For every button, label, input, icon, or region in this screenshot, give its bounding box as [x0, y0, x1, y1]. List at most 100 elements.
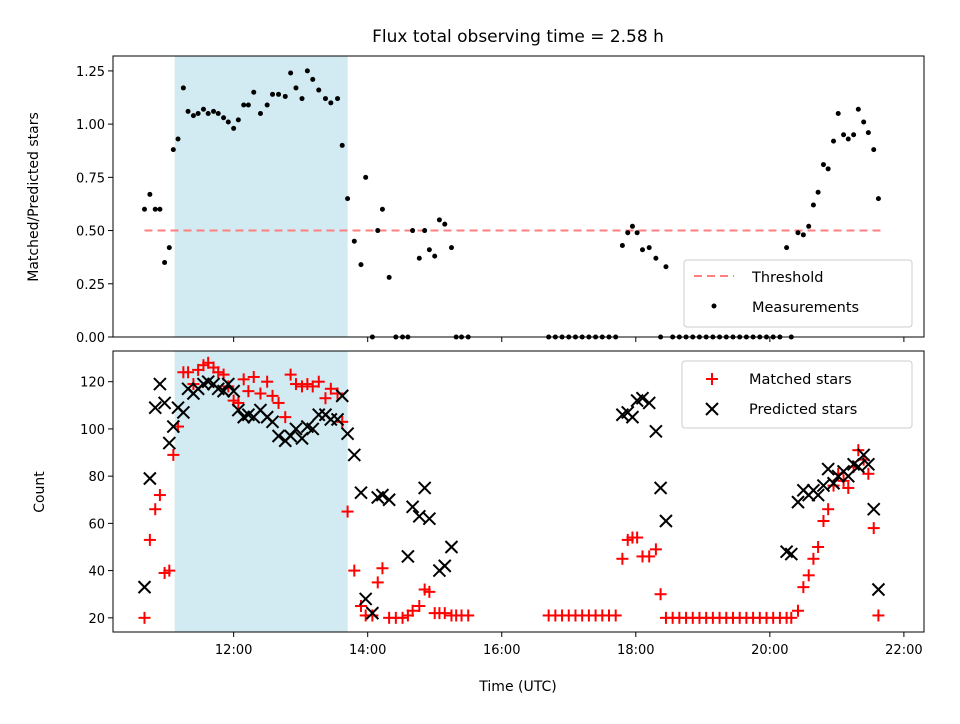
measurement-point — [806, 223, 812, 229]
matched-star-point — [616, 552, 629, 565]
measurement-point — [386, 274, 392, 280]
measurement-point — [270, 91, 276, 97]
top-legend-box — [683, 259, 913, 328]
predicted-star-point — [791, 495, 805, 509]
measurement-point — [851, 132, 857, 138]
matched-star-point — [272, 396, 285, 409]
measurement-point — [190, 113, 196, 119]
measurement-point — [416, 255, 422, 261]
predicted-star-point — [143, 471, 157, 486]
measurement-point — [358, 262, 364, 268]
matched-star-point — [261, 375, 274, 388]
matched-star-point — [791, 604, 804, 617]
measurement-point — [619, 242, 625, 248]
measurement-point — [634, 230, 640, 236]
measurement-point — [335, 96, 341, 102]
measurement-point — [875, 196, 881, 202]
measurement-point — [235, 117, 241, 123]
top-y-tick-label: 0.25 — [76, 278, 105, 293]
legend-predicted-swatch — [705, 402, 719, 416]
matched-star-point — [143, 533, 156, 546]
matched-star-point — [802, 569, 815, 582]
measurement-point — [251, 89, 257, 95]
measurement-point — [293, 85, 299, 91]
predicted-star-point — [226, 384, 241, 398]
bottom-y-tick-label: 60 — [88, 517, 105, 532]
measurement-point — [865, 130, 871, 136]
matched-star-point — [232, 396, 245, 409]
measurement-point — [442, 221, 448, 227]
predicted-star-point — [137, 580, 152, 594]
predicted-star-point — [358, 592, 373, 606]
bottom-y-tick-label: 40 — [88, 565, 105, 580]
predicted-star-point — [354, 485, 368, 500]
measurement-point — [345, 196, 351, 202]
predicted-star-point — [340, 426, 355, 441]
measurement-point — [639, 247, 645, 253]
matched-star-point — [371, 576, 384, 589]
matched-star-point — [296, 380, 309, 393]
legend-measurements-label: Measurements — [752, 300, 859, 316]
measurement-point — [245, 102, 251, 108]
predicted-star-point — [659, 514, 673, 528]
measurement-point — [448, 245, 454, 251]
matched-star-point — [797, 581, 810, 594]
top-y-ticks: 0.00 0.25 0.50 0.75 1.00 1.25 — [76, 65, 905, 346]
matched-star-point — [862, 467, 875, 480]
x-ticks: 12:00 14:00 16:00 18:00 20:00 22:00 — [215, 632, 923, 658]
matched-star-point — [348, 564, 361, 577]
matched-star-point — [785, 611, 798, 624]
predicted-star-point — [330, 412, 345, 427]
measurement-point — [784, 245, 790, 251]
measurement-point — [175, 136, 181, 142]
measurement-point — [339, 142, 345, 148]
measurement-point — [221, 115, 227, 121]
top-panel-shaded-region — [174, 56, 348, 337]
measurement-point — [855, 106, 861, 112]
matched-star-point — [631, 531, 644, 544]
matched-star-point — [354, 600, 367, 613]
predicted-star-point — [625, 410, 640, 424]
measurement-point — [363, 174, 369, 180]
predicted-star-point — [811, 488, 825, 502]
measurement-point — [147, 191, 153, 197]
predicted-star-point — [306, 422, 320, 436]
measurement-point — [170, 147, 176, 153]
measurement-point — [328, 100, 334, 106]
predicted-star-point — [784, 547, 798, 561]
top-legend: Threshold Measurements — [683, 259, 913, 328]
bottom-y-tick-label: 20 — [88, 612, 105, 627]
measurement-point — [152, 206, 158, 212]
measurement-point — [841, 132, 847, 138]
measurement-point — [282, 93, 288, 99]
top-y-axis-label: Matched/Predicted stars — [26, 112, 42, 282]
matched-star-point — [413, 600, 426, 613]
predicted-star-point — [375, 488, 390, 502]
matched-star-point — [319, 392, 332, 405]
measurement-point — [629, 223, 635, 229]
measurement-point — [422, 228, 428, 234]
bottom-y-axis-label: Count — [32, 471, 48, 513]
top-y-tick-label: 0.00 — [76, 331, 105, 346]
measurement-point — [351, 238, 357, 244]
x-tick-label: 22:00 — [885, 643, 922, 658]
matched-star-point — [212, 366, 225, 379]
matched-star-point — [284, 368, 297, 381]
measurement-point — [142, 206, 148, 212]
predicted-star-point — [871, 582, 886, 597]
matched-star-point — [341, 505, 354, 518]
matched-star-point — [366, 609, 379, 622]
x-tick-label: 14:00 — [349, 643, 386, 658]
matched-star-point — [406, 604, 419, 617]
predicted-star-point — [856, 448, 871, 462]
matched-star-point — [807, 552, 820, 565]
measurement-point — [375, 228, 381, 234]
matched-star-point — [336, 415, 349, 428]
measurement-point — [241, 102, 247, 108]
measurement-point — [310, 76, 316, 82]
legend-matched-label: Matched stars — [749, 372, 852, 388]
predicted-star-point — [231, 403, 246, 417]
measurement-point — [831, 138, 837, 144]
measurement-point — [231, 125, 237, 131]
